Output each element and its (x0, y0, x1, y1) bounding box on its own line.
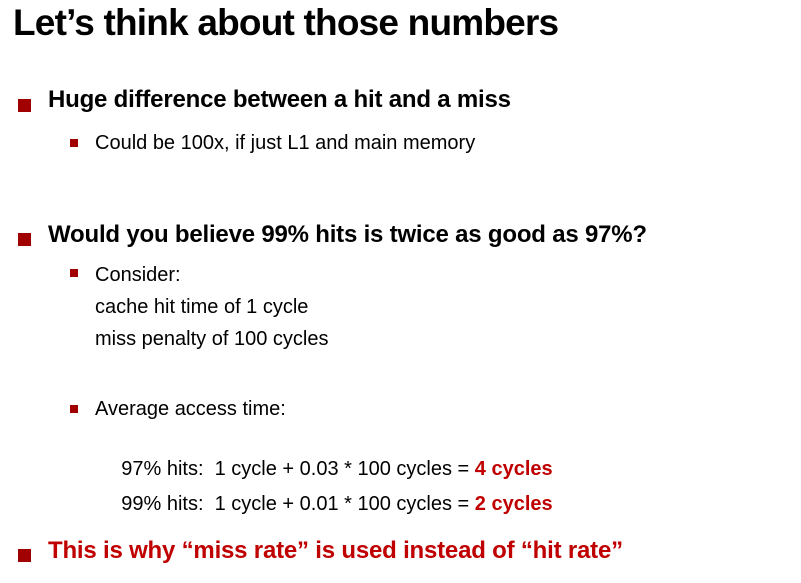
calc-line-97: 97% hits: 1 cycle + 0.03 * 100 cycles = … (99, 433, 553, 505)
calc-line-99: 99% hits: 1 cycle + 0.01 * 100 cycles = … (99, 468, 553, 540)
calc-97-expression: 97% hits: 1 cycle + 0.03 * 100 cycles = (121, 458, 475, 480)
bullet-square-icon (18, 549, 31, 562)
bullet-conclusion-miss-rate: This is why “miss rate” is used instead … (48, 537, 623, 564)
calc-99-expression: 99% hits: 1 cycle + 0.01 * 100 cycles = (121, 493, 475, 515)
bullet-square-icon (18, 233, 31, 246)
consider-hit-time-line: cache hit time of 1 cycle (95, 296, 309, 318)
sub-bullet-could-be-100x: Could be 100x, if just L1 and main memor… (95, 132, 476, 154)
calc-97-result: 4 cycles (474, 458, 553, 480)
calc-99-result: 2 cycles (474, 493, 553, 515)
sub-bullet-square-icon (70, 405, 78, 413)
slide-title: Let’s think about those numbers (13, 2, 559, 43)
consider-block: Consider: cache hit time of 1 cycle miss… (95, 259, 328, 355)
bullet-huge-difference: Huge difference between a hit and a miss (48, 86, 511, 113)
sub-bullet-square-icon (70, 269, 78, 277)
consider-miss-penalty-line: miss penalty of 100 cycles (95, 328, 329, 350)
bullet-would-you-believe: Would you believe 99% hits is twice as g… (48, 221, 647, 248)
sub-bullet-square-icon (70, 139, 78, 147)
bullet-square-icon (18, 99, 31, 112)
consider-label: Consider: (95, 264, 181, 286)
average-access-time-label: Average access time: (95, 398, 286, 420)
